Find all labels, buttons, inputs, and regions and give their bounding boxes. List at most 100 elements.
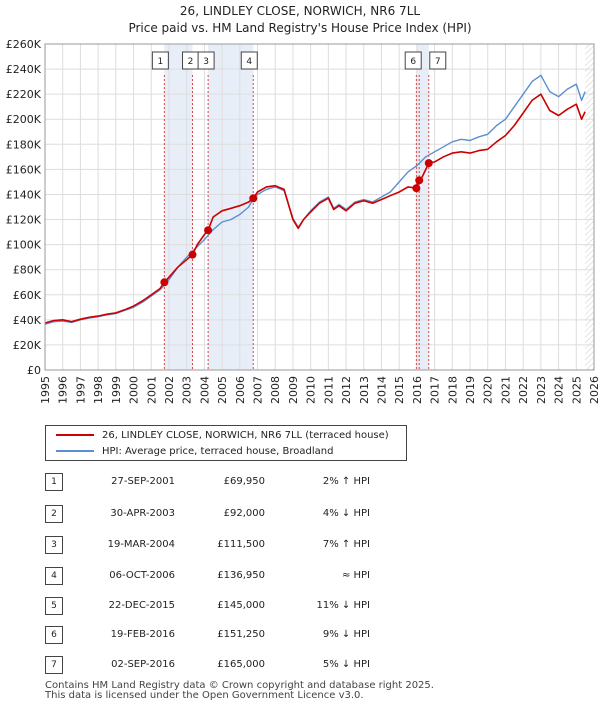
transaction-number-box: [240, 51, 258, 70]
table-row: 2 30-APR-2003 £92,000 4% ↓ HPI: [45, 504, 485, 524]
x-tick-label: 2019: [464, 376, 477, 404]
table-row: 3 19-MAR-2004 £111,500 7% ↑ HPI: [45, 535, 485, 555]
transaction-number-box: [151, 51, 169, 70]
y-tick-label: £40K: [13, 314, 42, 327]
transaction-guide-lines: [163, 75, 430, 370]
transaction-price: £136,950: [217, 570, 265, 581]
transaction-hpi-diff: 4% ↓ HPI: [322, 508, 370, 519]
transaction-number-label: 3: [203, 57, 209, 67]
x-tick-label: 2022: [517, 376, 530, 404]
transaction-price: £69,950: [223, 476, 265, 487]
chart-legend: 26, LINDLEY CLOSE, NORWICH, NR6 7LL (ter…: [45, 425, 407, 461]
y-tick-label: £120K: [6, 214, 42, 227]
transaction-hpi-diff: 9% ↓ HPI: [322, 629, 370, 640]
legend-swatch-property: [56, 434, 94, 436]
legend-label-property: 26, LINDLEY CLOSE, NORWICH, NR6 7LL (ter…: [102, 430, 389, 441]
x-tick-label: 2011: [322, 376, 335, 404]
transaction-number-label: 4: [246, 57, 252, 67]
x-tick-label: 1999: [110, 376, 123, 404]
transaction-number: 3: [45, 536, 63, 554]
transaction-number-label: 2: [188, 57, 194, 67]
x-tick-label: 2009: [287, 376, 300, 404]
x-tick-label: 2005: [216, 376, 229, 404]
transaction-date: 06-OCT-2006: [109, 570, 175, 581]
transaction-markers: [160, 159, 433, 287]
transaction-number-label: 7: [435, 57, 441, 67]
x-tick-label: 2026: [588, 376, 600, 404]
y-tick-label: £180K: [6, 138, 42, 151]
chart-title-main: 26, LINDLEY CLOSE, NORWICH, NR6 7LL: [179, 4, 421, 18]
table-row: 1 27-SEP-2001 £69,950 2% ↑ HPI: [45, 472, 485, 492]
y-tick-label: £160K: [6, 163, 42, 176]
transaction-number: 4: [45, 567, 63, 585]
transaction-marker: [424, 159, 433, 168]
transaction-date: 30-APR-2003: [110, 508, 175, 519]
y-tick-label: £60K: [13, 289, 42, 302]
future-hatch: [585, 44, 594, 370]
transaction-number-box: [197, 51, 215, 70]
transaction-number: 1: [45, 473, 63, 491]
table-row: 7 02-SEP-2016 £165,000 5% ↓ HPI: [45, 655, 485, 675]
x-axis: 1995 1996 1997 1998 1999 2000 2001 2002 2003 2004…: [39, 376, 600, 404]
x-tick-label: 2015: [393, 376, 406, 404]
x-tick-label: 2021: [499, 376, 512, 404]
x-tick-label: 2010: [305, 376, 318, 404]
table-row: 5 22-DEC-2015 £145,000 11% ↓ HPI: [45, 596, 485, 616]
transaction-number: 6: [45, 626, 63, 644]
chart-subtitle: Price paid vs. HM Land Registry's House …: [128, 21, 472, 35]
x-tick-label: 1996: [57, 376, 70, 404]
x-tick-label: 2025: [570, 376, 583, 404]
x-tick-label: 2013: [358, 376, 371, 404]
transaction-date: 02-SEP-2016: [111, 659, 175, 670]
x-tick-label: 1997: [74, 376, 87, 404]
y-tick-label: £200K: [6, 113, 42, 126]
x-tick-label: 2000: [128, 376, 141, 404]
legend-swatch-hpi: [56, 450, 94, 452]
x-tick-label: 2024: [553, 376, 566, 404]
legend-label-hpi: HPI: Average price, terraced house, Broa…: [102, 446, 334, 457]
transaction-date: 19-FEB-2016: [110, 629, 175, 640]
transaction-marker: [412, 184, 421, 193]
transaction-number-label: 1: [157, 57, 163, 67]
x-tick-label: 2006: [234, 376, 247, 404]
transaction-hpi-diff: 5% ↓ HPI: [322, 659, 370, 670]
x-tick-label: 2020: [482, 376, 495, 404]
transaction-price: £165,000: [217, 659, 265, 670]
transaction-hpi-diff: ≈ HPI: [341, 570, 370, 581]
transaction-hpi-diff: 11% ↓ HPI: [316, 600, 370, 611]
transaction-number: 7: [45, 656, 63, 674]
transaction-marker: [249, 194, 258, 203]
transaction-number: 5: [45, 597, 63, 615]
legend-item-hpi: HPI: Average price, terraced house, Broa…: [56, 445, 333, 459]
x-tick-label: 2003: [181, 376, 194, 404]
transaction-number: 2: [45, 505, 63, 523]
x-tick-label: 2023: [535, 376, 548, 404]
x-tick-label: 2004: [198, 376, 211, 404]
future-region: [585, 44, 594, 370]
chart-title: 26, LINDLEY CLOSE, NORWICH, NR6 7LL Pric…: [0, 3, 600, 37]
transaction-marker: [160, 278, 169, 287]
transaction-marker: [204, 226, 213, 235]
transaction-hpi-diff: 2% ↑ HPI: [322, 476, 370, 487]
transaction-price: £145,000: [217, 600, 265, 611]
transaction-number-label: 6: [410, 57, 416, 67]
transaction-shading: [164, 44, 429, 370]
footer: Contains HM Land Registry data © Crown c…: [45, 681, 434, 701]
y-tick-label: £260K: [6, 38, 42, 51]
shaded-range: [416, 44, 429, 370]
y-tick-label: £0: [27, 364, 41, 377]
transaction-number-box: [404, 51, 422, 70]
table-row: 6 19-FEB-2016 £151,250 9% ↓ HPI: [45, 625, 485, 645]
x-tick-label: 2014: [375, 376, 388, 404]
transaction-price: £92,000: [223, 508, 265, 519]
x-tick-label: 2002: [163, 376, 176, 404]
hpi-line: [44, 74, 586, 325]
y-axis: £0 £20K £40K £60K £80K £100K £120K £140K £160K £1…: [6, 38, 42, 377]
transaction-number-box: [429, 51, 447, 70]
x-tick-label: 2007: [252, 376, 265, 404]
x-tick-label: 2017: [429, 376, 442, 404]
x-tick-label: 2012: [340, 376, 353, 404]
transaction-marker: [415, 176, 424, 185]
